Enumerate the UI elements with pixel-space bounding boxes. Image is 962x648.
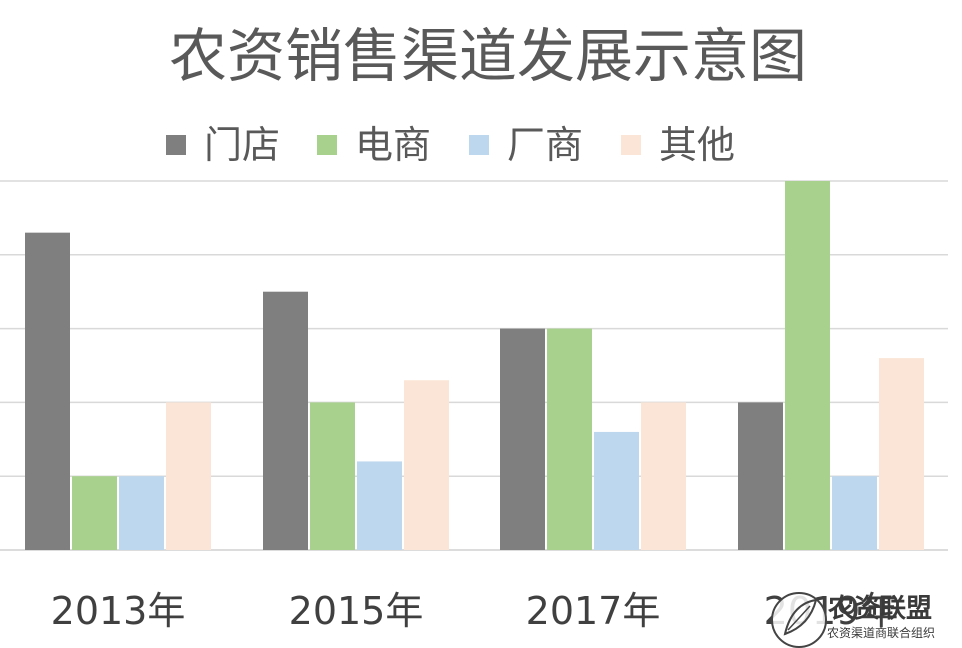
- bars: [25, 181, 924, 550]
- x-axis-ticks: 2013年 2015年 2017年 2019年: [51, 589, 899, 633]
- x-tick-label: 2017年: [526, 589, 661, 633]
- bar-门店-2015年: [263, 291, 308, 550]
- x-tick-label: 2013年: [51, 589, 186, 633]
- bar-门店-2013年: [25, 232, 70, 550]
- legend-label: 门店: [204, 123, 280, 167]
- watermark-subtitle: 农资渠道商联合组织: [827, 625, 935, 640]
- bar-其他-2013年: [166, 402, 211, 550]
- legend-label: 电商: [355, 123, 431, 167]
- legend-swatch: [317, 135, 337, 155]
- bar-其他-2017年: [641, 402, 686, 550]
- leaf-seal-icon: [771, 592, 827, 648]
- bar-其他-2019年: [879, 358, 924, 550]
- bar-电商-2017年: [547, 328, 592, 550]
- bar-厂商-2017年: [594, 431, 639, 550]
- bar-其他-2015年: [404, 380, 449, 550]
- legend-swatch: [621, 135, 641, 155]
- bar-厂商-2013年: [119, 476, 164, 550]
- legend-label: 厂商: [507, 123, 583, 167]
- bar-门店-2019年: [738, 402, 783, 550]
- chart-title: 农资销售渠道发展示意图: [169, 22, 807, 90]
- bar-电商-2019年: [785, 181, 830, 550]
- bar-厂商-2015年: [357, 461, 402, 550]
- bar-门店-2017年: [500, 328, 545, 550]
- x-tick-label: 2015年: [289, 589, 424, 633]
- bar-电商-2015年: [310, 402, 355, 550]
- bar-电商-2013年: [72, 476, 117, 550]
- legend-swatch: [469, 135, 489, 155]
- watermark: 农资联盟 农资渠道商联合组织: [771, 592, 935, 648]
- legend-label: 其他: [659, 123, 735, 167]
- legend-swatch: [166, 135, 186, 155]
- watermark-name: 农资联盟: [827, 594, 932, 624]
- bar-厂商-2019年: [832, 476, 877, 550]
- legend: 门店 电商 厂商 其他: [166, 123, 735, 167]
